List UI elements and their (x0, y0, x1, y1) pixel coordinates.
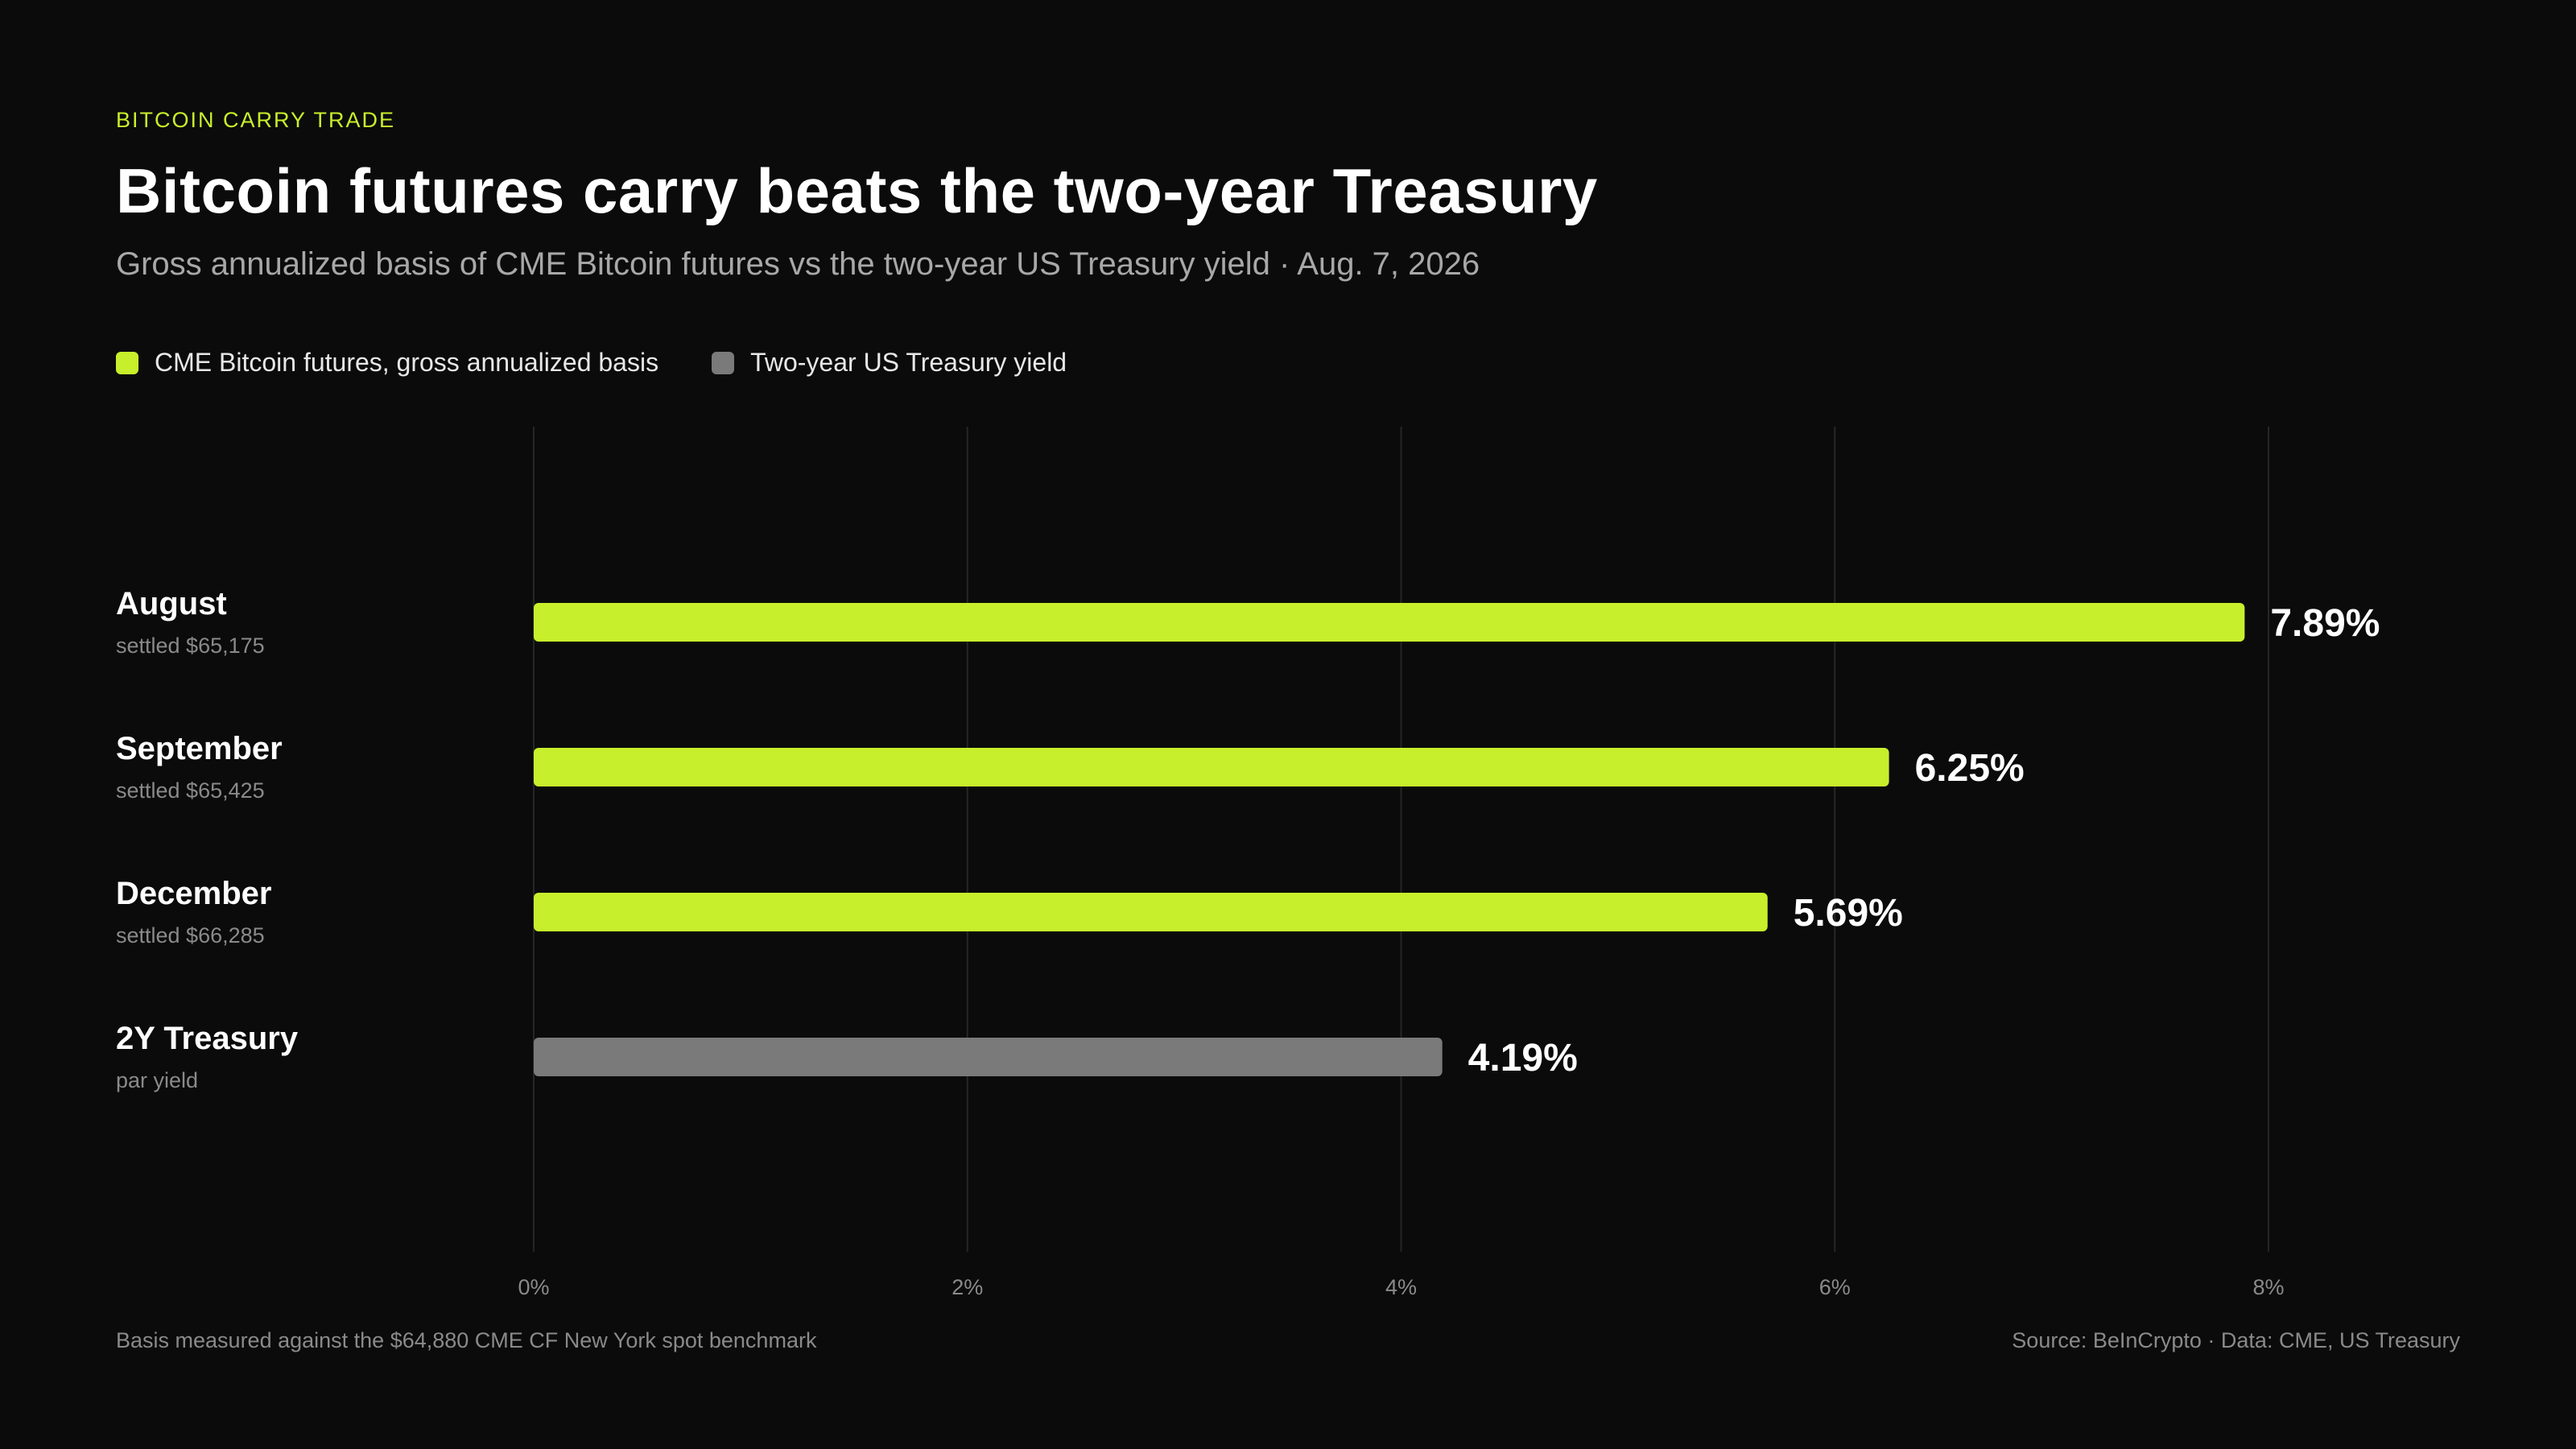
x-tick-label: 8% (2252, 1275, 2284, 1299)
legend-item-futures: CME Bitcoin futures, gross annualized ba… (116, 348, 658, 378)
chart-subtitle: Gross annualized basis of CME Bitcoin fu… (116, 246, 1480, 282)
bar-december (534, 893, 1768, 931)
category-label: August (116, 586, 227, 621)
bar-2y-treasury (534, 1038, 1443, 1076)
bar-value-label: 6.25% (1915, 747, 2025, 790)
bar-value-label: 7.89% (2270, 602, 2380, 645)
x-tick-label: 2% (952, 1275, 983, 1299)
category-label: September (116, 731, 283, 766)
bar-august (534, 603, 2245, 642)
chart-title: Bitcoin futures carry beats the two-year… (116, 155, 1598, 226)
bar-september (534, 748, 1889, 786)
category-label: December (116, 876, 271, 911)
x-tick-label: 0% (518, 1275, 549, 1299)
x-tick-label: 6% (1819, 1275, 1851, 1299)
legend-label-treasury: Two-year US Treasury yield (750, 348, 1067, 377)
legend-label-futures: CME Bitcoin futures, gross annualized ba… (155, 348, 659, 377)
footer-note: Basis measured against the $64,880 CME C… (116, 1328, 817, 1352)
footer-source: Source: BeInCrypto · Data: CME, US Treas… (2012, 1328, 2460, 1352)
legend-swatch-futures (116, 351, 138, 374)
category-sublabel: settled $65,425 (116, 778, 265, 803)
category-sublabel: par yield (116, 1068, 198, 1092)
legend-item-treasury: Two-year US Treasury yield (712, 348, 1067, 378)
x-tick-label: 4% (1385, 1275, 1417, 1299)
chart-legend: CME Bitcoin futures, gross annualized ba… (116, 348, 1120, 378)
bar-value-label: 4.19% (1468, 1037, 1578, 1080)
category-label: 2Y Treasury (116, 1021, 299, 1056)
category-sublabel: settled $65,175 (116, 634, 265, 658)
category-sublabel: settled $66,285 (116, 923, 265, 947)
legend-swatch-treasury (712, 351, 735, 374)
chart-eyebrow: BITCOIN CARRY TRADE (116, 108, 396, 132)
bar-value-label: 5.69% (1794, 892, 1903, 935)
